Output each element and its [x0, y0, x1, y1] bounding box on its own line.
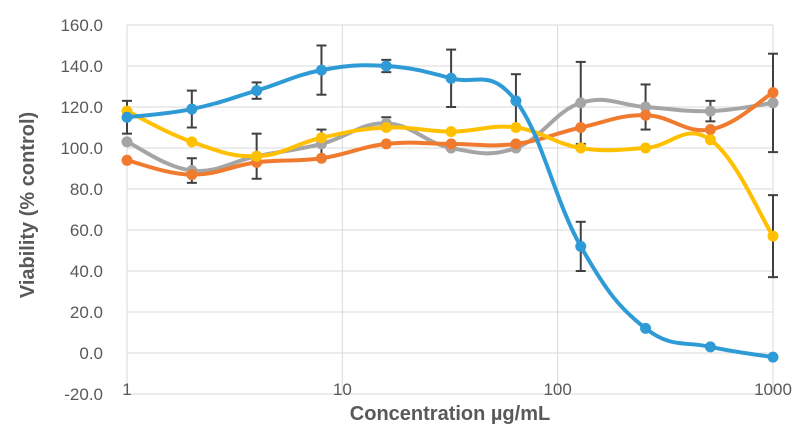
y-axis-title: Viability (% control)	[17, 112, 39, 298]
data-point	[640, 322, 652, 334]
y-tick-label: 60.0	[70, 221, 103, 240]
data-point	[767, 230, 779, 242]
data-point	[575, 142, 587, 154]
x-tick-labels: 1 10 100 1000	[122, 380, 792, 399]
data-point	[767, 351, 779, 363]
x-tick-label: 100	[543, 380, 571, 399]
data-point	[315, 64, 327, 76]
data-point	[186, 136, 198, 148]
data-point	[445, 138, 457, 150]
data-point	[575, 122, 587, 133]
y-tick-label: 80.0	[70, 180, 103, 199]
data-point	[445, 72, 457, 84]
x-tick-label: 1000	[754, 380, 792, 399]
data-point	[640, 101, 652, 113]
y-tick-label: 100.0	[60, 139, 103, 158]
data-point	[315, 132, 327, 144]
x-axis-title: Concentration µg/mL	[350, 403, 550, 425]
series-points	[121, 60, 779, 363]
y-tick-label: -20.0	[64, 385, 103, 404]
y-tick-labels: -20.0 0.0 20.0 40.0 60.0 80.0 100.0 120.0 140.0 1…	[60, 16, 103, 404]
series-lines	[126, 63, 775, 360]
series-line	[126, 63, 774, 360]
data-point	[510, 138, 522, 150]
data-point	[704, 105, 716, 117]
data-point	[704, 124, 716, 136]
y-tick-label: 20.0	[70, 303, 103, 322]
y-tick-label: 120.0	[60, 98, 103, 117]
data-point	[704, 341, 716, 353]
x-tick-label: 10	[333, 380, 352, 399]
x-tick-label: 1	[122, 380, 131, 399]
data-point	[121, 154, 133, 166]
data-point	[121, 136, 133, 148]
data-point	[575, 240, 587, 252]
data-point	[575, 97, 587, 109]
data-point	[380, 122, 392, 133]
y-tick-label: 140.0	[60, 57, 103, 76]
data-point	[251, 85, 263, 97]
y-tick-label: 0.0	[79, 344, 103, 363]
data-point	[186, 103, 198, 115]
data-point	[767, 97, 779, 109]
data-point	[380, 60, 392, 72]
data-point	[380, 138, 392, 150]
data-point	[704, 134, 716, 146]
y-tick-label: 40.0	[70, 262, 103, 281]
data-point	[510, 122, 522, 133]
data-point	[186, 169, 198, 181]
data-point	[640, 142, 652, 154]
data-point	[445, 126, 457, 138]
y-tick-label: 160.0	[60, 16, 103, 35]
data-point	[510, 95, 522, 107]
data-point	[767, 87, 779, 99]
data-point	[121, 111, 133, 123]
data-point	[315, 152, 327, 164]
data-point	[640, 109, 652, 121]
data-point	[251, 150, 263, 162]
